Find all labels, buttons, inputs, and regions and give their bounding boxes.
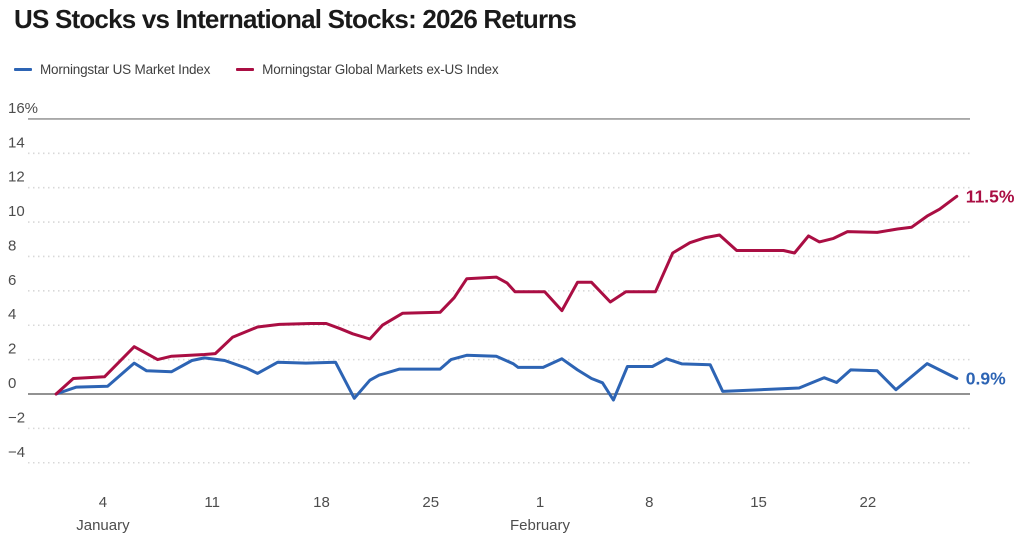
y-axis-tick-label: 2 [8,341,16,358]
y-axis-tick-label: 0 [8,375,16,392]
x-axis-tick-label: 8 [645,494,653,511]
x-axis-month-label: January [76,517,130,534]
chart-legend: Morningstar US Market Index Morningstar … [14,62,499,77]
x-axis-tick-label: 18 [313,494,330,511]
legend-line-swatch-blue-icon [14,68,32,71]
legend-line-swatch-red-icon [236,68,255,71]
x-axis-tick-label: 25 [422,494,439,511]
y-axis-tick-label: 14 [8,134,25,151]
series-line-global-ex-us [54,194,959,396]
x-axis-tick-label: 22 [859,494,876,511]
y-axis-tick-label: 16% [8,100,38,117]
y-axis-tick-label: 10 [8,203,25,220]
legend-item-us-market: Morningstar US Market Index [14,62,210,77]
y-axis-tick-label: 4 [8,306,16,323]
x-axis-tick-label: 15 [750,494,767,511]
legend-label-global-ex-us: Morningstar Global Markets ex-US Index [262,62,499,77]
y-axis-tick-label: 6 [8,272,16,289]
x-axis-month-label: February [510,517,571,534]
x-axis-tick-label: 4 [99,494,107,511]
series-end-value-label: 0.9% [966,369,1006,389]
y-axis-tick-label: −4 [8,444,25,461]
y-axis-tick-label: −2 [8,409,25,426]
y-axis-tick-label: 8 [8,237,16,254]
chart-title: US Stocks vs International Stocks: 2026 … [14,4,577,34]
series-end-value-label: 11.5% [966,186,1015,206]
x-axis-tick-label: 11 [204,494,220,511]
y-axis-tick-label: 12 [8,169,25,186]
legend-item-global-ex-us: Morningstar Global Markets ex-US Index [236,62,499,77]
series-line-us-market [54,353,959,402]
x-axis-tick-label: 1 [536,494,544,511]
legend-label-us-market: Morningstar US Market Index [40,62,211,77]
